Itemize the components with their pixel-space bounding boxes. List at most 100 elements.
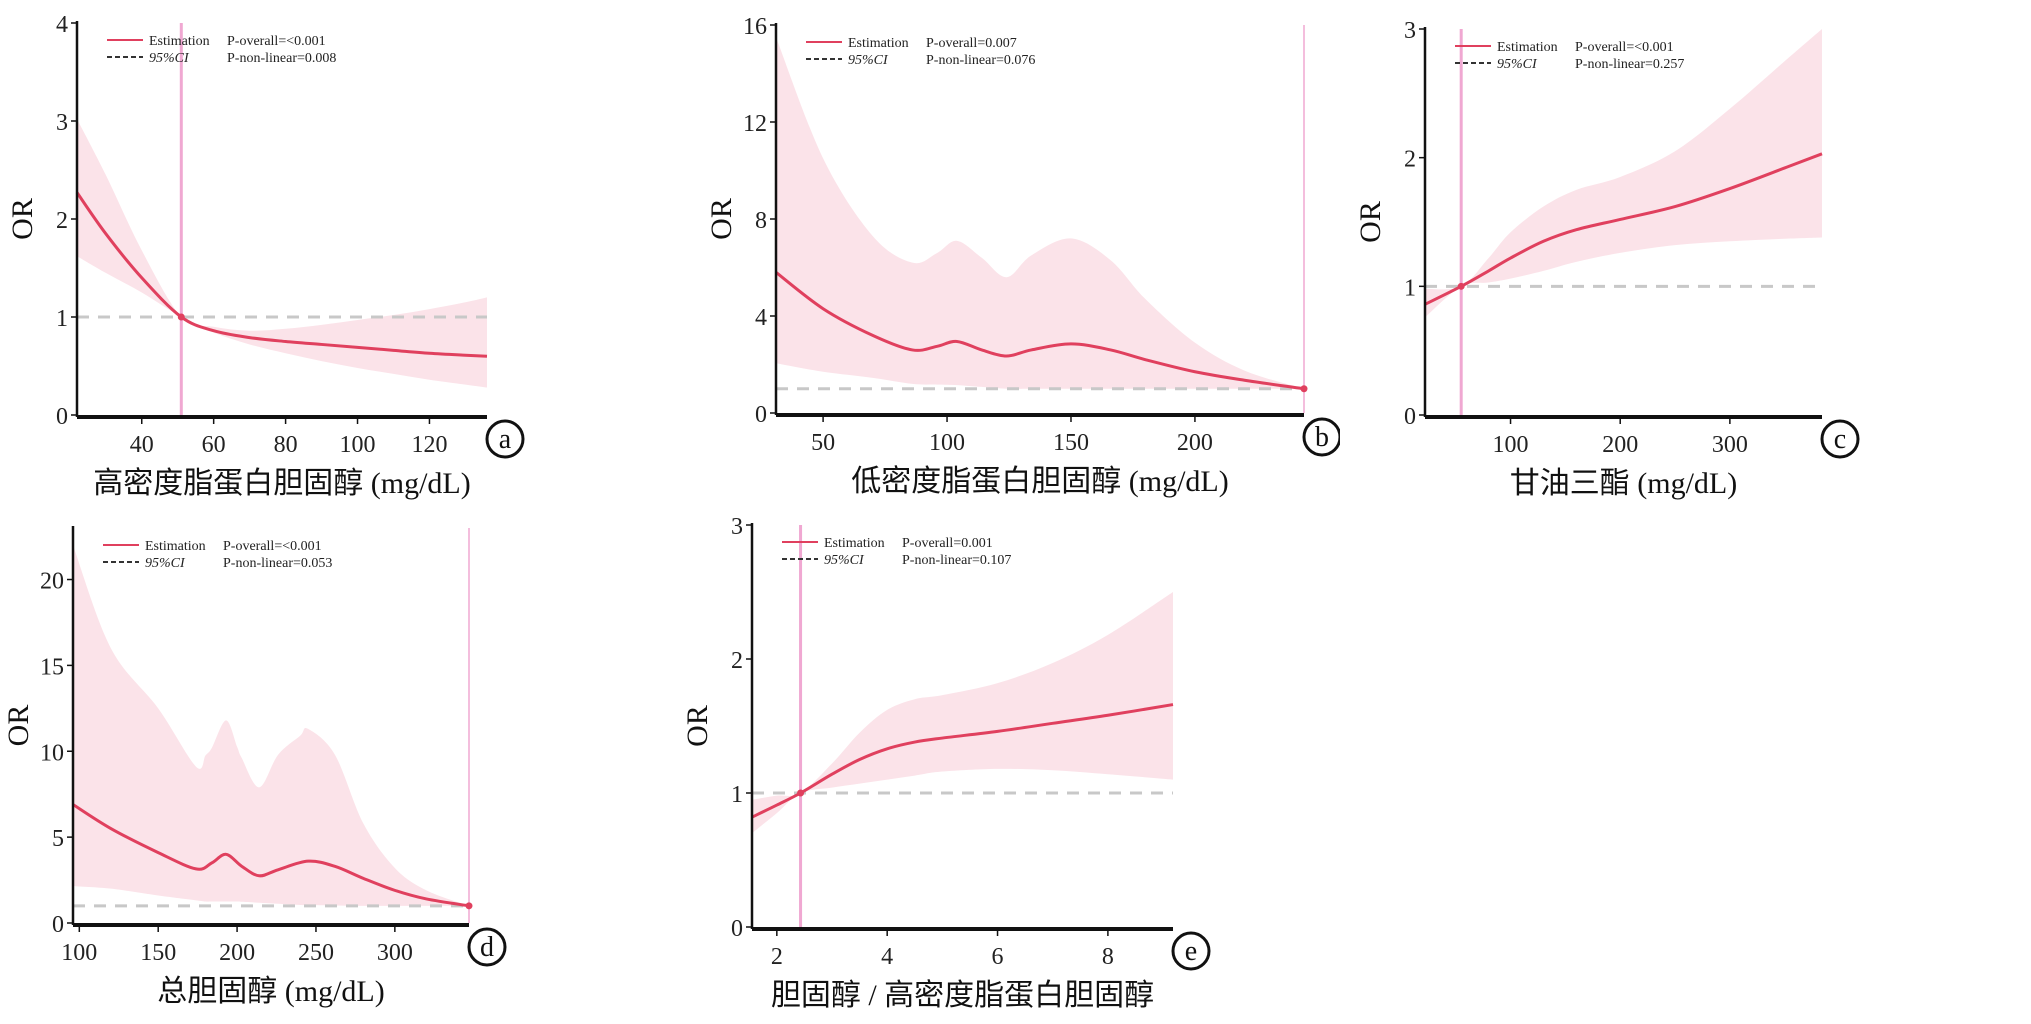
p-nonlinear-label: P-non-linear=0.107 bbox=[902, 553, 1011, 568]
panel-a: 0 1 2 3 4 40 60 80 100 120 OR 高密度脂蛋白胆固醇 (mg/dL) Esti… bbox=[0, 0, 680, 505]
estimation-line bbox=[72, 803, 470, 908]
p-overall-label: P-overall=0.007 bbox=[926, 36, 1017, 51]
legend-estimation-label: Estimation bbox=[149, 34, 210, 49]
panel-letter-badge bbox=[485, 419, 525, 459]
panel-letter: b bbox=[1315, 422, 1329, 453]
p-nonlinear-label: P-non-linear=0.257 bbox=[1575, 57, 1684, 72]
y-axis-label: OR bbox=[2, 705, 35, 747]
panel-b: 0 4 8 12 16 50 100 150 200 OR 低密度脂蛋白胆固醇 (mg/dL) Est… bbox=[680, 0, 1342, 505]
y-tick-label: 4 bbox=[56, 12, 68, 38]
x-tick-label: 150 bbox=[1053, 430, 1089, 456]
estimation-line bbox=[775, 271, 1305, 391]
chart-e: 0 1 2 3 2 4 6 8 OR 胆固醇 / 高密度脂蛋白胆固醇 Estimation 95%CI… bbox=[681, 514, 1211, 1012]
panel-d: 0 5 10 15 20 100 150 200 250 300 OR 总胆固醇 (mg/dL) Est… bbox=[0, 510, 700, 1019]
ci-band bbox=[776, 37, 1304, 389]
ci-band bbox=[73, 545, 469, 906]
legend-ci-label: 95%CI bbox=[145, 556, 186, 571]
legend-ci-label: 95%CI bbox=[824, 553, 865, 568]
x-axis-label: 总胆固醇 (mg/dL) bbox=[157, 975, 384, 1008]
p-nonlinear-label: P-non-linear=0.008 bbox=[227, 51, 336, 66]
y-tick-label: 0 bbox=[56, 404, 68, 430]
p-overall-label: P-overall=0.001 bbox=[902, 536, 993, 551]
ci-band bbox=[752, 592, 1173, 834]
legend-estimation-label: Estimation bbox=[1497, 40, 1558, 55]
y-axis-label: OR bbox=[681, 705, 714, 747]
y-tick-label: 0 bbox=[731, 916, 743, 942]
x-tick-label: 4 bbox=[881, 944, 893, 970]
legend-ci-label: 95%CI bbox=[1497, 57, 1538, 72]
chart-d: 0 5 10 15 20 100 150 200 250 300 OR 总胆固醇 (mg/dL) Est… bbox=[2, 526, 507, 1008]
y-tick-label: 8 bbox=[755, 208, 767, 234]
panel-letter: a bbox=[499, 424, 512, 455]
x-tick-label: 300 bbox=[377, 940, 413, 966]
panel-letter: c bbox=[1834, 424, 1846, 455]
legend-ci-label: 95%CI bbox=[848, 53, 889, 68]
y-tick-label: 0 bbox=[52, 912, 64, 938]
x-tick-label: 8 bbox=[1102, 944, 1114, 970]
reference-point bbox=[1300, 385, 1308, 393]
x-tick-label: 80 bbox=[274, 432, 298, 458]
y-tick-label: 4 bbox=[755, 305, 767, 331]
p-nonlinear-label: P-non-linear=0.076 bbox=[926, 53, 1035, 68]
y-tick-label: 1 bbox=[1404, 275, 1416, 301]
y-tick-label: 3 bbox=[56, 110, 68, 136]
x-tick-label: 100 bbox=[1493, 432, 1529, 458]
x-tick-label: 40 bbox=[130, 432, 154, 458]
y-tick-label: 1 bbox=[56, 306, 68, 332]
reference-point bbox=[797, 789, 805, 797]
y-axis-label: OR bbox=[705, 198, 738, 240]
reference-point bbox=[177, 313, 185, 321]
y-axis-label: OR bbox=[1354, 201, 1387, 243]
x-tick-label: 150 bbox=[140, 940, 176, 966]
panel-letter-badge bbox=[1171, 931, 1211, 971]
panel-letter-badge bbox=[467, 927, 507, 967]
x-axis-label: 甘油三酯 (mg/dL) bbox=[1510, 467, 1737, 500]
legend-estimation-label: Estimation bbox=[145, 539, 206, 554]
estimation-line bbox=[75, 191, 488, 358]
legend-estimation-label: Estimation bbox=[824, 536, 885, 551]
estimation-line bbox=[1424, 152, 1823, 306]
p-overall-label: P-overall=<0.001 bbox=[227, 34, 326, 49]
x-axis-label: 低密度脂蛋白胆固醇 (mg/dL) bbox=[851, 465, 1228, 498]
x-tick-label: 6 bbox=[992, 944, 1004, 970]
y-tick-label: 1 bbox=[731, 782, 743, 808]
chart-b: 0 4 8 12 16 50 100 150 200 OR 低密度脂蛋白胆固醇 (mg/dL) Est… bbox=[705, 14, 1342, 498]
panel-letter-badge bbox=[1820, 419, 1860, 459]
legend-estimation-label: Estimation bbox=[848, 36, 909, 51]
p-nonlinear-label: P-non-linear=0.053 bbox=[223, 556, 332, 571]
ci-band bbox=[77, 119, 487, 388]
y-tick-label: 20 bbox=[40, 569, 64, 595]
x-tick-label: 50 bbox=[811, 430, 835, 456]
x-tick-label: 2 bbox=[771, 944, 783, 970]
y-tick-label: 3 bbox=[1404, 18, 1416, 44]
x-axis-label: 胆固醇 / 高密度脂蛋白胆固醇 bbox=[771, 979, 1154, 1012]
reference-point bbox=[1457, 282, 1465, 290]
x-tick-label: 200 bbox=[1177, 430, 1213, 456]
y-tick-label: 15 bbox=[40, 654, 64, 680]
panel-letter: e bbox=[1185, 936, 1197, 967]
x-axis-label: 高密度脂蛋白胆固醇 (mg/dL) bbox=[93, 467, 470, 500]
y-tick-label: 16 bbox=[743, 14, 767, 40]
x-tick-label: 100 bbox=[340, 432, 376, 458]
y-tick-label: 0 bbox=[755, 402, 767, 428]
x-tick-label: 100 bbox=[929, 430, 965, 456]
ci-band bbox=[1425, 29, 1822, 318]
panel-e: 0 1 2 3 2 4 6 8 OR 胆固醇 / 高密度脂蛋白胆固醇 Estimation 95%CI… bbox=[680, 510, 1360, 1019]
p-overall-label: P-overall=<0.001 bbox=[223, 539, 322, 554]
y-tick-label: 3 bbox=[731, 514, 743, 540]
legend-ci-label: 95%CI bbox=[149, 51, 190, 66]
x-tick-label: 200 bbox=[1602, 432, 1638, 458]
y-tick-label: 2 bbox=[731, 648, 743, 674]
reference-point bbox=[465, 902, 473, 910]
panel-letter: d bbox=[480, 932, 494, 963]
x-tick-label: 100 bbox=[61, 940, 97, 966]
panel-c: 0 1 2 3 100 200 300 OR 甘油三酯 (mg/dL) Estimation 95%… bbox=[1340, 0, 2031, 505]
y-tick-label: 5 bbox=[52, 826, 64, 852]
x-tick-label: 120 bbox=[411, 432, 447, 458]
x-tick-label: 200 bbox=[219, 940, 255, 966]
y-axis-label: OR bbox=[6, 198, 39, 240]
x-tick-label: 250 bbox=[298, 940, 334, 966]
chart-a: 0 1 2 3 4 40 60 80 100 120 OR 高密度脂蛋白胆固醇 (mg/dL) Esti… bbox=[6, 12, 525, 500]
y-tick-label: 10 bbox=[40, 740, 64, 766]
y-tick-label: 0 bbox=[1404, 404, 1416, 430]
